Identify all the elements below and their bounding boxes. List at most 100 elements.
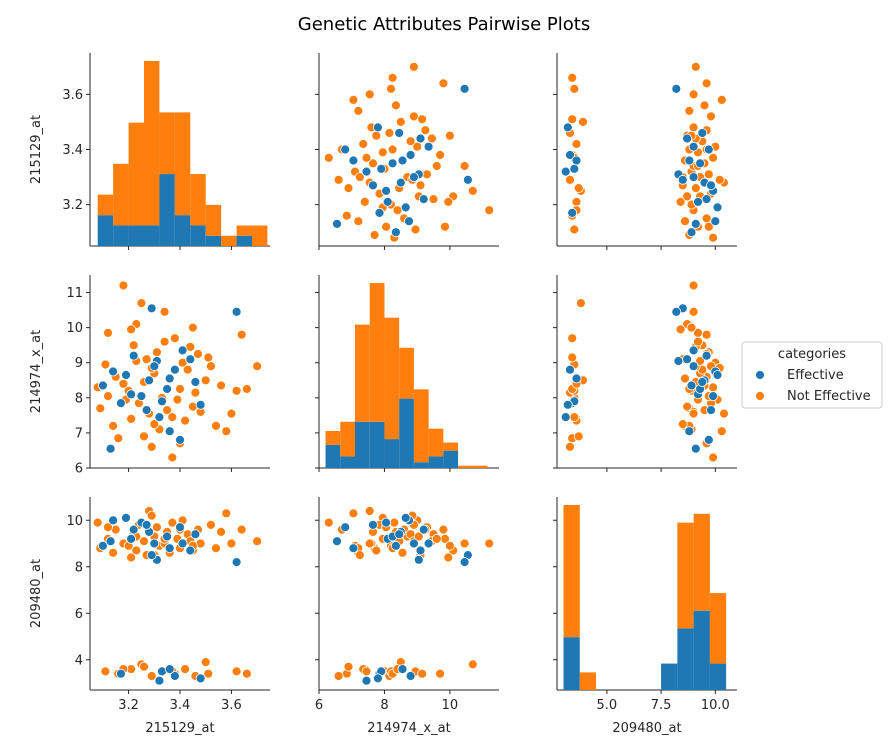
scatter-point-not-effective xyxy=(343,183,354,194)
scatter-point-not-effective xyxy=(348,95,359,105)
scatter-point-effective xyxy=(397,155,408,166)
scatter-point-effective xyxy=(141,405,152,416)
scatter-point-not-effective xyxy=(701,213,712,224)
scatter-point-not-effective xyxy=(180,415,191,426)
scatter-point-not-effective xyxy=(231,385,242,396)
scatter-point-not-effective xyxy=(384,128,395,138)
hist-bar-not-effective xyxy=(144,61,160,226)
scatter-point-effective xyxy=(372,673,383,684)
hist-bar-not-effective xyxy=(428,428,444,457)
scatter-point-effective xyxy=(372,122,383,133)
scatter-point-not-effective xyxy=(364,89,375,100)
scatter-point-not-effective xyxy=(136,298,147,309)
hist-bar-not-effective xyxy=(190,174,206,226)
scatter-point-not-effective xyxy=(422,169,432,180)
scatter-point-not-effective xyxy=(211,543,221,554)
scatter-point-not-effective xyxy=(200,657,211,667)
hist-bar-not-effective xyxy=(159,112,175,175)
scatter-point-not-effective xyxy=(252,361,263,372)
scatter-point-effective xyxy=(177,538,188,549)
scatter-point-not-effective xyxy=(417,114,428,125)
scatter-point-not-effective xyxy=(172,394,183,405)
scatter-point-not-effective xyxy=(714,174,725,185)
scatter-point-effective xyxy=(348,155,359,166)
scatter-point-not-effective xyxy=(333,671,344,681)
hist-bar-not-effective xyxy=(579,672,597,690)
scatter-point-effective xyxy=(195,399,206,410)
scatter-point-not-effective xyxy=(108,547,118,558)
y-tick-label: 7 xyxy=(75,426,83,441)
scatter-point-not-effective xyxy=(103,391,113,402)
y-tick-label: 6 xyxy=(75,607,83,622)
scatter-point-not-effective xyxy=(162,405,173,416)
scatter-point-effective xyxy=(395,177,406,188)
scatter-point-not-effective xyxy=(690,61,701,72)
scatter-point-not-effective xyxy=(708,382,718,393)
scatter-point-effective xyxy=(175,434,185,445)
scatter-point-not-effective xyxy=(343,661,354,672)
scatter-point-not-effective xyxy=(205,520,216,530)
legend-label-not-effective: Not Effective xyxy=(787,389,871,404)
scatter-point-not-effective xyxy=(211,420,221,431)
scatter-point-effective xyxy=(408,538,419,549)
legend: categories Effective Not Effective xyxy=(741,341,883,409)
legend-marker-not-effective xyxy=(755,391,765,401)
hist-bar-effective xyxy=(97,215,114,246)
scatter-point-effective xyxy=(332,218,342,229)
x-tick-label: 3.4 xyxy=(170,698,191,713)
x-tick-label: 3.6 xyxy=(221,698,242,713)
hist-bar-not-effective xyxy=(128,122,144,226)
hist-bar-effective xyxy=(677,628,694,690)
scatter-point-not-effective xyxy=(431,161,442,171)
scatter-point-not-effective xyxy=(682,401,692,412)
scatter-point-effective xyxy=(397,664,408,674)
scatter-point-not-effective xyxy=(565,174,575,185)
scatter-point-not-effective xyxy=(688,89,699,100)
scatter-point-effective xyxy=(567,207,578,218)
scatter-point-effective xyxy=(405,671,416,681)
scatter-point-not-effective xyxy=(387,72,398,83)
scatter-point-effective xyxy=(108,515,118,526)
scatter-point-effective xyxy=(418,524,429,535)
scatter-point-not-effective xyxy=(203,352,214,363)
y-axis-label-214974_x_at: 214974_x_at xyxy=(29,330,44,413)
scatter-point-not-effective xyxy=(438,78,449,89)
scatter-point-not-effective xyxy=(95,403,106,414)
scatter-point-not-effective xyxy=(354,550,365,560)
scatter-point-not-effective xyxy=(397,547,408,558)
hist-bar-effective xyxy=(355,421,370,468)
scatter-point-effective xyxy=(387,158,398,169)
scatter-point-effective xyxy=(98,380,108,391)
scatter-point-not-effective xyxy=(677,419,688,430)
scatter-point-not-effective xyxy=(139,431,149,442)
scatter-point-not-effective xyxy=(221,508,232,519)
scatter-point-not-effective xyxy=(126,413,137,424)
scatter-point-effective xyxy=(404,216,414,227)
hist-bar-not-effective xyxy=(236,225,252,236)
scatter-point-not-effective xyxy=(459,161,470,171)
scatter-point-not-effective xyxy=(569,412,580,423)
hist-bar-not-effective xyxy=(384,317,400,440)
scatter-point-not-effective xyxy=(368,158,378,169)
scatter-point-effective xyxy=(703,144,714,155)
scatter-point-effective xyxy=(688,172,699,183)
scatter-point-not-effective xyxy=(169,333,180,344)
scatter-point-effective xyxy=(141,520,152,530)
scatter-point-not-effective xyxy=(708,232,718,243)
scatter-point-effective xyxy=(413,554,424,565)
scatter-point-not-effective xyxy=(405,136,416,147)
hist-bar-effective xyxy=(413,462,429,468)
hist-bar-effective xyxy=(190,225,206,246)
scatter-point-not-effective xyxy=(167,452,178,463)
scatter-point-effective xyxy=(684,155,695,166)
scatter-point-not-effective xyxy=(684,106,695,116)
scatter-point-effective xyxy=(382,196,393,207)
scatter-point-not-effective xyxy=(444,540,455,551)
scatter-point-not-effective xyxy=(408,61,419,72)
x-axis-label-214974_x_at: 214974_x_at xyxy=(367,721,450,736)
scatter-point-effective xyxy=(459,557,470,567)
scatter-point-not-effective xyxy=(377,147,388,158)
scatter-point-effective xyxy=(569,163,580,174)
legend-title: categories xyxy=(778,347,846,362)
scatter-point-not-effective xyxy=(708,152,718,163)
